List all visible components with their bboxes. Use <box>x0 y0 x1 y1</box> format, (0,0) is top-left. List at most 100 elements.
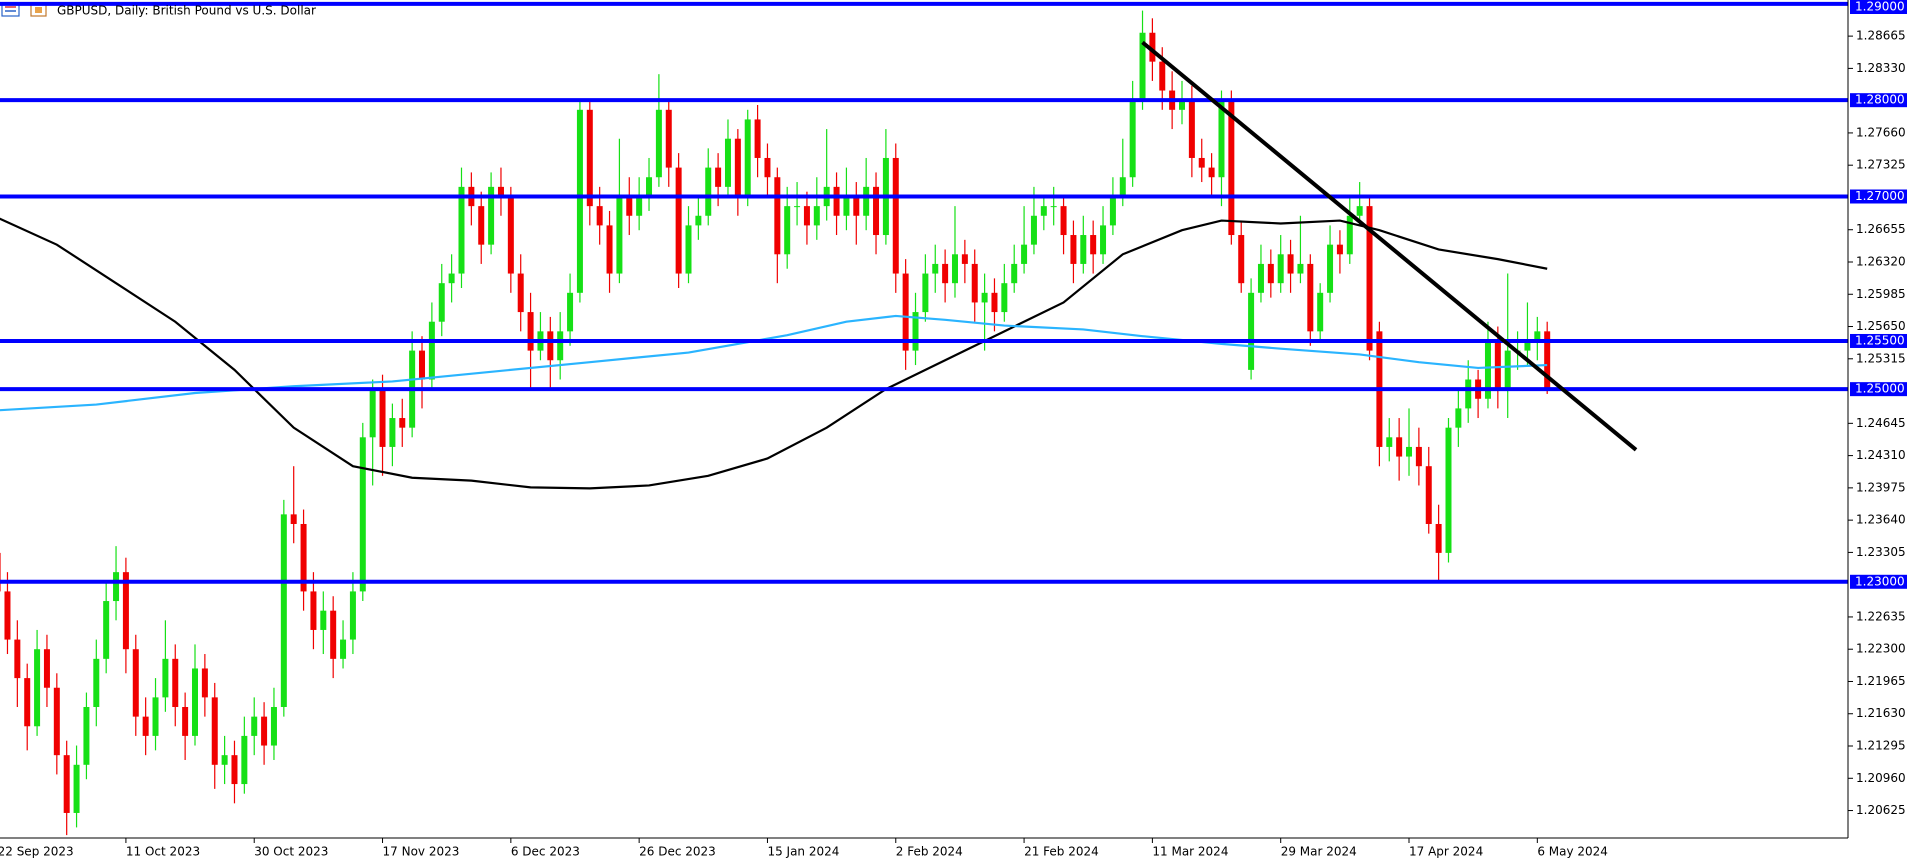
level-label-box <box>1850 574 1907 589</box>
level-label: 1.28000 <box>1855 93 1905 107</box>
y-tick-label: 1.22635 <box>1856 609 1906 623</box>
candle-body <box>182 707 189 736</box>
candle-body <box>616 196 623 274</box>
level-label-box <box>1850 189 1907 204</box>
candle-body <box>488 186 495 245</box>
candle-body <box>310 591 317 630</box>
candle-body <box>833 186 840 216</box>
candle-body <box>1494 340 1501 390</box>
candle-body <box>636 196 643 216</box>
candle-body <box>784 206 791 255</box>
level-label: 1.25000 <box>1855 382 1905 396</box>
candle-body <box>1287 254 1294 274</box>
x-tick-label: 29 Mar 2024 <box>1281 845 1357 859</box>
y-tick-label: 1.25315 <box>1856 351 1906 365</box>
level-label: 1.27000 <box>1855 189 1905 203</box>
candle-body <box>113 572 120 602</box>
candle-body <box>340 639 347 659</box>
candle-body <box>359 437 366 592</box>
x-tick-label: 11 Mar 2024 <box>1152 845 1228 859</box>
candle-body <box>1149 32 1156 62</box>
candle-body <box>0 552 1 592</box>
candle-body <box>1179 100 1185 110</box>
candle-body <box>922 273 929 313</box>
candle-body <box>63 755 70 813</box>
candle-body <box>902 273 909 351</box>
x-tick-label: 6 May 2024 <box>1537 845 1608 859</box>
candle-body <box>863 186 870 216</box>
candle-body <box>399 418 406 428</box>
candle-body <box>1228 100 1235 236</box>
y-tick-label: 1.27325 <box>1856 158 1906 172</box>
y-tick-label: 1.23640 <box>1856 513 1906 527</box>
candle-body <box>1425 466 1432 524</box>
x-tick-label: 21 Feb 2024 <box>1024 845 1099 859</box>
x-tick-label: 15 Jan 2024 <box>767 845 839 859</box>
candle-body <box>527 312 534 351</box>
candle-body <box>1139 32 1146 101</box>
candle-body <box>1109 196 1116 226</box>
candle-body <box>695 215 702 226</box>
candle-body <box>1346 215 1353 255</box>
level-label: 1.29000 <box>1855 0 1905 14</box>
candle-body <box>715 167 722 187</box>
candle-body <box>1238 235 1245 284</box>
candle-body <box>586 109 593 207</box>
candle-body <box>843 196 850 216</box>
candle-body <box>1021 244 1028 264</box>
candle-body <box>517 273 524 313</box>
candle-body <box>497 186 504 197</box>
candle-body <box>705 167 712 216</box>
candle-body <box>576 109 583 293</box>
candle-body <box>34 649 41 727</box>
candle-body <box>1336 244 1343 255</box>
candle-body <box>270 707 277 746</box>
y-tick-label: 1.27660 <box>1856 125 1906 139</box>
candle-body <box>912 312 919 351</box>
candle-body <box>103 601 110 659</box>
candle-body <box>724 138 731 187</box>
candle-body <box>1455 408 1462 428</box>
level-label-box <box>1850 93 1907 108</box>
candle-body <box>1297 263 1304 274</box>
level-label-box <box>1850 0 1907 14</box>
candle-body <box>606 225 613 274</box>
candle-body <box>192 668 198 736</box>
candle-body <box>794 206 801 208</box>
candle-body <box>971 263 978 303</box>
candle-body <box>1386 437 1393 447</box>
candle-body <box>596 206 603 226</box>
x-tick-label: 30 Oct 2023 <box>254 845 328 859</box>
x-tick-label: 26 Dec 2023 <box>639 845 716 859</box>
candle-body <box>221 755 228 765</box>
trendline <box>1141 40 1638 452</box>
candle-body <box>655 109 662 178</box>
candle-body <box>1001 283 1008 313</box>
candle-body <box>1396 437 1403 457</box>
y-tick-label: 1.20625 <box>1856 803 1906 817</box>
y-tick-label: 1.23305 <box>1856 545 1906 559</box>
y-tick-label: 1.26655 <box>1856 222 1906 236</box>
candle-body <box>942 263 949 284</box>
y-tick-label: 1.21295 <box>1856 739 1906 753</box>
candle-body <box>1119 177 1126 197</box>
candle-body <box>14 639 21 679</box>
candle-body <box>83 707 90 765</box>
x-tick-label: 17 Nov 2023 <box>383 845 460 859</box>
candle-body <box>251 716 258 736</box>
candle-body <box>1129 100 1136 178</box>
candle-body <box>1080 235 1087 264</box>
candle-body <box>458 186 465 274</box>
candle-body <box>1445 427 1452 553</box>
candle-body <box>389 418 396 447</box>
candle-body <box>330 610 337 659</box>
level-label-box <box>1850 333 1907 348</box>
candle-body <box>803 206 810 226</box>
candle-body <box>1524 340 1531 351</box>
y-tick-label: 1.23975 <box>1856 480 1906 494</box>
candle-body <box>646 177 653 197</box>
candle-body <box>507 196 514 274</box>
candle-body <box>547 331 554 361</box>
candle-body <box>152 697 159 736</box>
